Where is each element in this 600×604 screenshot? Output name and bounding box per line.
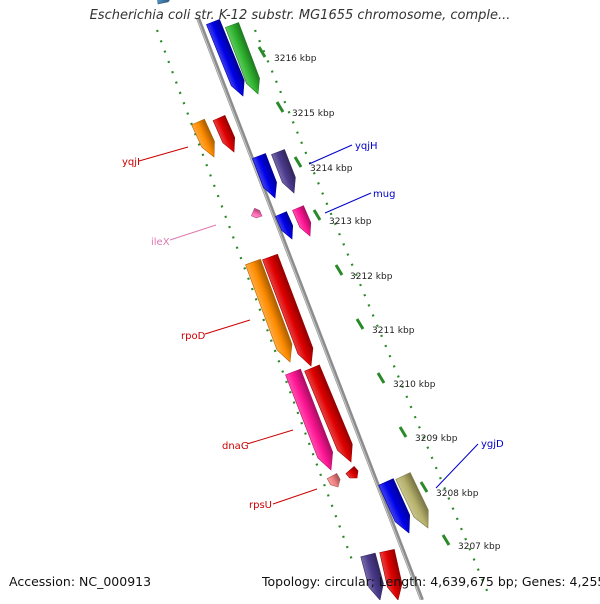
gene-label-leader — [308, 144, 353, 165]
gene-label-leader — [272, 488, 318, 505]
gene-label-ygjd: ygjD — [481, 439, 504, 450]
scale-tick-label: 3207 kbp — [458, 542, 501, 552]
scale-tick-label: 3214 kbp — [310, 164, 353, 174]
gene-feature-arrow — [378, 478, 411, 534]
gene-label-leader — [138, 146, 189, 162]
gene-feature-arrow — [252, 153, 277, 199]
scale-tick-label: 3210 kbp — [393, 380, 436, 390]
scale-tick-mark — [257, 46, 267, 58]
scale-tick-mark — [312, 209, 322, 221]
gene-feature-arrow — [191, 118, 215, 158]
gene-feature-arrow — [225, 22, 260, 95]
scale-tick-label: 3213 kbp — [329, 217, 372, 227]
gene-label-leader — [169, 224, 217, 241]
scale-tick-label: 3215 kbp — [292, 109, 335, 119]
gene-feature-arrow — [379, 549, 403, 601]
scale-tick-mark — [441, 534, 451, 546]
chromosome-backbone — [196, 17, 424, 601]
scale-tick-label: 3209 kbp — [415, 434, 458, 444]
gene-feature-arrow — [245, 258, 293, 363]
scale-tick-mark — [334, 264, 344, 276]
chromosome-backbone-highlight — [196, 17, 422, 601]
gene-label-yqji: yqjI — [122, 157, 140, 168]
gene-feature-arrow — [285, 368, 334, 471]
gene-label-leader — [435, 443, 479, 489]
gene-feature-arrow — [262, 253, 314, 367]
gene-label-leader — [246, 429, 294, 445]
gene-feature-arrow — [206, 19, 245, 97]
gene-feature-arrow — [326, 472, 341, 488]
gene-label-yqjh: yqjH — [355, 141, 378, 152]
gene-label-leader — [204, 319, 251, 335]
scale-tick-label: 3208 kbp — [436, 489, 479, 499]
scale-tick-mark — [419, 481, 429, 493]
gene-feature-arrow — [275, 211, 294, 240]
gene-label-leader — [324, 192, 372, 214]
genome-summary-text: Topology: circular; Length: 4,639,675 bp… — [262, 574, 600, 589]
gene-feature-arrow — [212, 115, 236, 153]
scale-tick-mark — [355, 318, 365, 330]
gene-feature-arrow — [292, 205, 312, 237]
gene-feature-arrow — [345, 465, 359, 479]
gene-feature-arrow — [251, 207, 263, 219]
gene-feature-arrow — [157, 0, 170, 5]
gene-feature-arrow — [395, 472, 429, 529]
gene-label-rpsu: rpsU — [249, 500, 272, 511]
scale-tick-label: 3211 kbp — [372, 326, 415, 336]
gene-feature-arrow — [360, 552, 384, 601]
gene-label-mug: mug — [373, 189, 395, 200]
scale-tick-mark — [398, 426, 408, 438]
gene-label-rpod: rpoD — [181, 331, 206, 342]
scale-tick-mark — [293, 156, 303, 168]
scale-tick-label: 3216 kbp — [274, 54, 317, 64]
gene-label-ilex: ileX — [151, 237, 170, 248]
scale-tick-mark — [275, 101, 285, 113]
gene-label-dnag: dnaG — [222, 441, 249, 452]
gene-feature-arrow — [271, 149, 296, 194]
map-title: Escherichia coli str. K-12 substr. MG165… — [89, 8, 511, 23]
scale-tick-label: 3212 kbp — [350, 272, 393, 282]
gene-feature-arrow — [304, 364, 353, 463]
scale-tick-mark — [376, 372, 386, 384]
accession-text: Accession: NC_000913 — [9, 574, 152, 589]
